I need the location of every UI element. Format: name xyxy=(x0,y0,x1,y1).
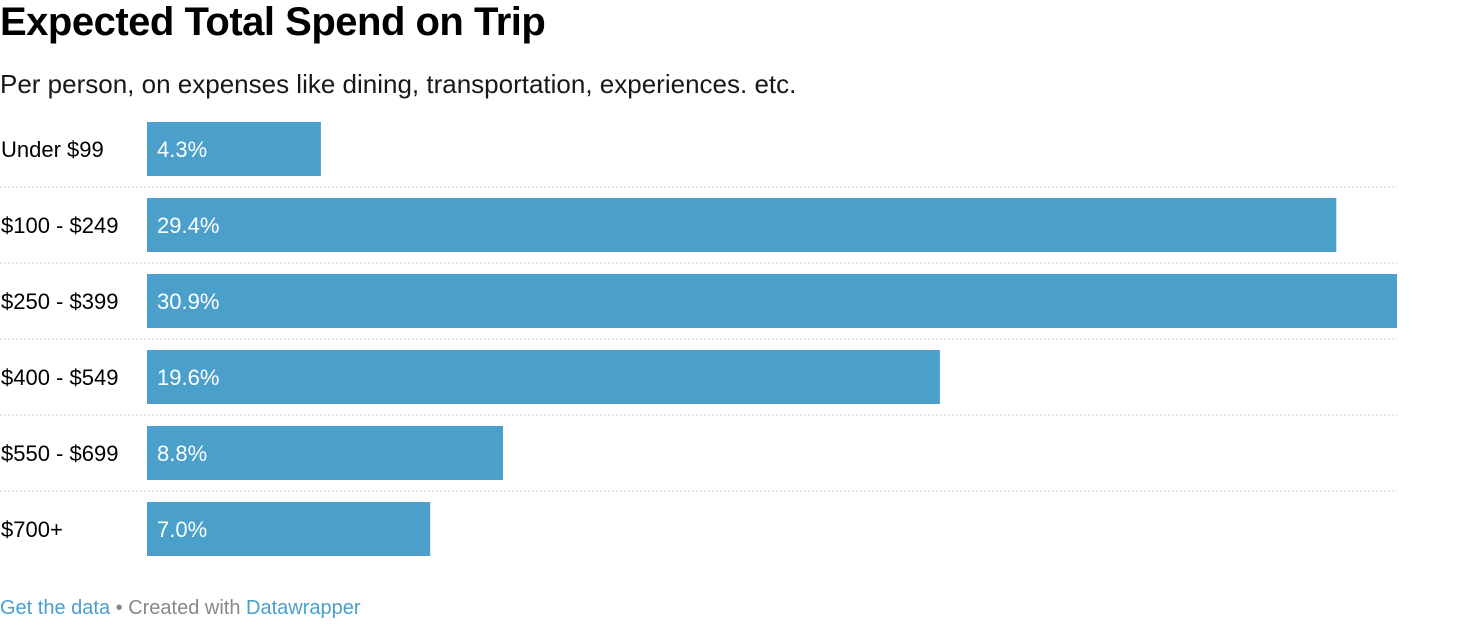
value-label: 8.8% xyxy=(157,441,207,466)
bar xyxy=(147,426,503,480)
chart-title: Expected Total Spend on Trip xyxy=(0,0,546,44)
bar xyxy=(147,350,940,404)
get-the-data-link[interactable]: Get the data xyxy=(0,597,111,619)
category-label: $250 - $399 xyxy=(1,289,118,314)
footer-credit-text: • Created with xyxy=(110,597,247,619)
value-label: 30.9% xyxy=(157,289,219,314)
bar xyxy=(147,198,1337,252)
value-label: 4.3% xyxy=(157,137,207,162)
value-label: 7.0% xyxy=(157,517,207,542)
bar xyxy=(147,502,431,556)
chart-subtitle: Per person, on expenses like dining, tra… xyxy=(0,69,797,99)
bar xyxy=(147,274,1397,328)
footer: Get the data • Created with Datawrapper xyxy=(0,595,361,621)
category-label: $100 - $249 xyxy=(1,213,118,238)
bar xyxy=(147,122,321,176)
category-label: $400 - $549 xyxy=(1,365,118,390)
bar-chart: Under $99 4.3% $100 - $249 29.4% $250 - $399… xyxy=(0,122,1397,556)
value-label: 19.6% xyxy=(157,365,219,390)
category-label: $700+ xyxy=(1,517,63,542)
datawrapper-link[interactable]: Datawrapper xyxy=(246,597,361,619)
category-label: $550 - $699 xyxy=(1,441,118,466)
value-label: 29.4% xyxy=(157,213,219,238)
category-label: Under $99 xyxy=(1,137,104,162)
